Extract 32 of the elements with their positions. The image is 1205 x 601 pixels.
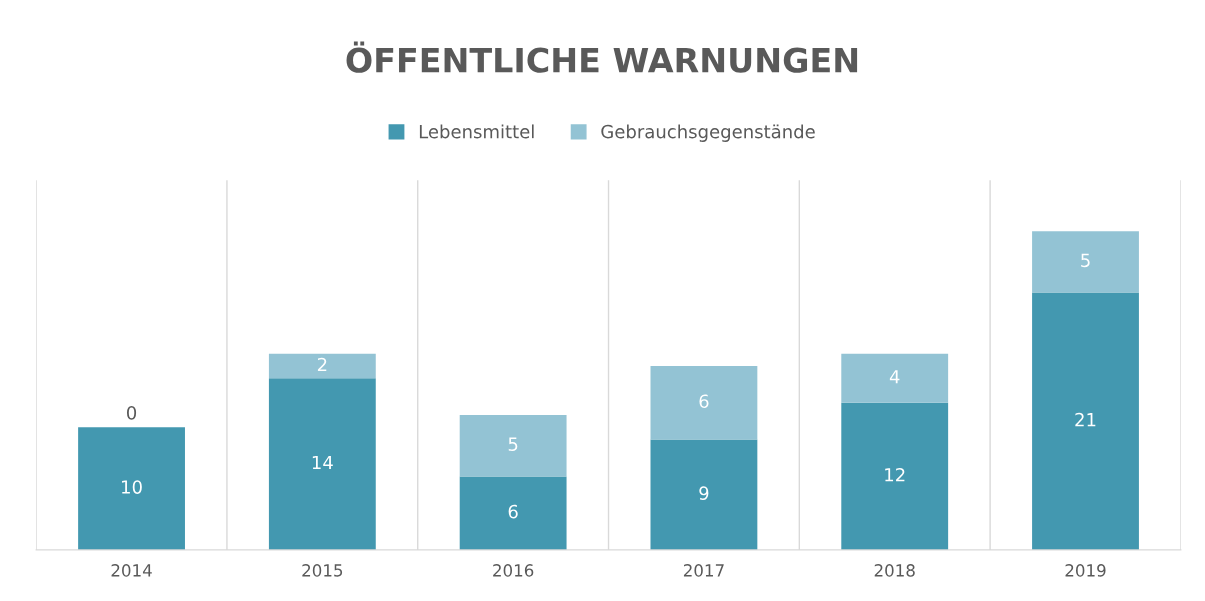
- bar: [841, 353, 949, 403]
- bar: [1032, 292, 1139, 550]
- bar: [1032, 231, 1139, 293]
- data-label: 6: [508, 504, 518, 519]
- data-label: 14: [312, 455, 333, 470]
- data-label: 21: [1075, 412, 1096, 427]
- data-label: 12: [885, 467, 905, 482]
- bar: [841, 402, 949, 550]
- bar: [459, 415, 567, 477]
- x-tick-label: 2018: [874, 564, 915, 577]
- data-label: 5: [508, 437, 518, 451]
- x-tick-label: 2019: [1065, 564, 1106, 577]
- data-label: 10: [122, 480, 142, 494]
- data-label: 4: [889, 370, 900, 384]
- data-label: 9: [699, 486, 709, 501]
- data-label: 5: [1081, 253, 1090, 268]
- bar: [650, 439, 758, 550]
- x-tick-label: 2017: [683, 564, 724, 577]
- bar: [268, 353, 376, 379]
- bar: [650, 366, 758, 440]
- x-tick-label: 2014: [111, 564, 152, 577]
- bar: [459, 476, 567, 550]
- data-label: 0: [126, 406, 137, 420]
- bar: [78, 427, 185, 550]
- legend-label: Lebensmittel: [419, 124, 534, 139]
- chart-title: ÖFFENTLICHE WARNUNGEN: [346, 41, 858, 73]
- data-label: 2: [317, 357, 327, 372]
- x-tick-label: 2015: [302, 564, 343, 577]
- data-label: 6: [699, 394, 709, 409]
- legend-label: Gebrauchsgegenstände: [601, 124, 815, 142]
- bar: [268, 378, 376, 550]
- x-tick-label: 2016: [493, 564, 534, 577]
